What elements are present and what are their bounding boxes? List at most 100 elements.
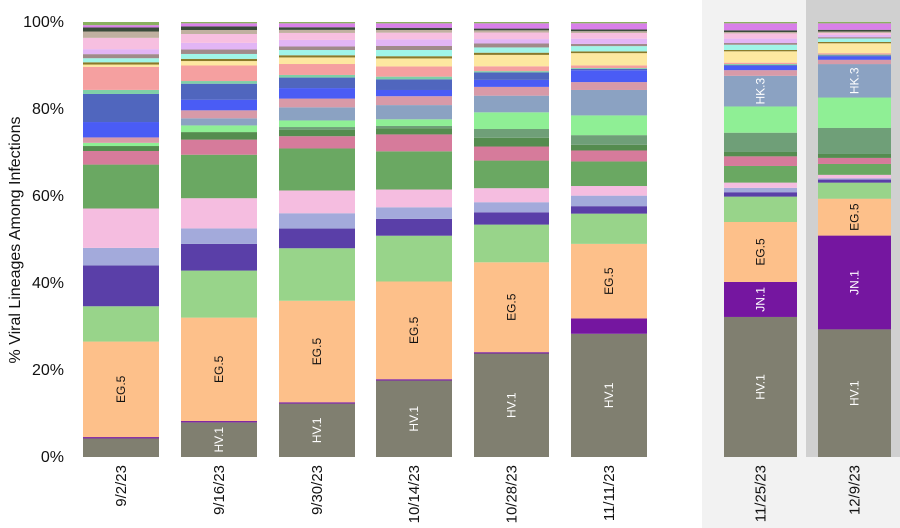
segment-series-25	[279, 27, 355, 30]
segment-series-11	[181, 125, 257, 133]
segment-series-15	[83, 93, 159, 123]
segment-series-13	[83, 137, 159, 143]
segment-series-16	[818, 54, 891, 56]
x-tick-label: 11/25/23	[753, 465, 770, 522]
segment-series-25	[724, 30, 797, 33]
y-axis-label: % Viral Lineages Among Infections	[7, 117, 24, 364]
segment-series-9	[474, 137, 549, 147]
segment-series-11	[474, 112, 549, 129]
segment-series-14	[818, 56, 891, 60]
segment-series-6	[724, 182, 797, 188]
segment-series-19	[818, 41, 891, 44]
segment-series-15	[571, 68, 647, 71]
segment-series-17	[724, 62, 797, 65]
segment-series-18	[724, 51, 797, 63]
segment-series-5	[83, 247, 159, 266]
segment-series-21	[83, 54, 159, 59]
segment-series-27	[724, 22, 797, 24]
segment-series-3	[724, 196, 797, 222]
segment-series-10	[279, 127, 355, 130]
segment-eg-5	[571, 243, 647, 319]
y-tick-label: 20%	[32, 362, 64, 379]
bar-9-30-23[interactable]: HV.1 EG.5	[279, 22, 355, 457]
segment-series-22	[83, 49, 159, 55]
segment-eg-5	[724, 221, 797, 282]
segment-series-22	[474, 39, 549, 44]
bar-11-25-23[interactable]: HV.1 JN.1 EG.5 HK.3	[724, 22, 797, 457]
x-tick-label: 10/14/23	[406, 465, 423, 523]
segment-series-24	[724, 32, 797, 34]
segment-series-16	[724, 64, 797, 65]
segment-series-20	[724, 44, 797, 51]
segment-series-15	[181, 83, 257, 100]
bar-9-16-23[interactable]: HV.1 EG.5	[181, 22, 257, 457]
segment-series-23	[181, 33, 257, 43]
segment-series-27	[474, 22, 549, 24]
segment-series-6	[818, 174, 891, 179]
segment-series-23	[571, 32, 647, 39]
segment-series-5	[181, 228, 257, 244]
segment-series-4	[571, 206, 647, 214]
segment-series-4	[818, 179, 891, 183]
segment-series-27	[279, 22, 355, 24]
segment-jn-1	[474, 352, 549, 354]
segment-series-5	[474, 202, 549, 213]
segment-series-25	[818, 29, 891, 32]
segment-hk-3	[818, 64, 891, 98]
segment-eg-5	[83, 341, 159, 438]
segment-series-24	[279, 29, 355, 33]
segment-series-4	[376, 218, 452, 236]
bar-11-11-23[interactable]: HV.1 EG.5	[571, 22, 647, 457]
segment-series-22	[571, 38, 647, 44]
segment-series-9	[83, 146, 159, 152]
segment-series-14	[279, 88, 355, 99]
segment-series-3	[376, 235, 452, 282]
segment-series-11	[818, 97, 891, 128]
segment-series-18	[474, 54, 549, 67]
segment-series-27	[83, 22, 159, 26]
segment-series-22	[376, 39, 452, 46]
segment-label: EG.5	[754, 238, 768, 266]
segment-series-7	[279, 148, 355, 191]
segment-series-21	[571, 43, 647, 47]
segment-series-24	[571, 31, 647, 33]
segment-series-21	[818, 37, 891, 39]
segment-eg-5	[376, 281, 452, 380]
segment-label: HK.3	[848, 67, 862, 94]
segment-hv-1	[376, 380, 452, 457]
segment-series-7	[474, 160, 549, 189]
segment-series-3	[83, 306, 159, 342]
segment-series-18	[818, 43, 891, 54]
segment-series-8	[724, 156, 797, 166]
segment-series-21	[376, 45, 452, 50]
segment-series-7	[818, 163, 891, 175]
segment-series-7	[724, 165, 797, 183]
y-axis-ticks: 0% 20% 40% 60% 80% 100%	[23, 14, 64, 466]
bar-9-2-23[interactable]: EG.5	[83, 22, 159, 457]
segment-series-27	[376, 22, 452, 24]
segment-label: HV.1	[505, 392, 519, 418]
segment-hk-3	[474, 95, 549, 113]
segment-series-19	[83, 62, 159, 65]
segment-series-4	[181, 243, 257, 271]
segment-jn-1	[376, 379, 452, 381]
x-tick-label: 9/16/23	[211, 465, 228, 515]
segment-series-7	[181, 154, 257, 199]
segment-series-14	[376, 89, 452, 97]
bar-10-14-23[interactable]: HV.1 EG.5	[376, 22, 452, 457]
segment-label: HV.1	[407, 406, 421, 432]
segment-eg-5	[181, 317, 257, 422]
segment-series-13	[181, 110, 257, 119]
segment-hk-3	[279, 107, 355, 121]
segment-series-3	[571, 213, 647, 244]
bar-12-9-23[interactable]: HV.1 JN.1 EG.5 HK.3	[818, 22, 891, 457]
segment-series-13	[474, 86, 549, 96]
segment-series-15	[474, 72, 549, 80]
segment-series-3	[474, 224, 549, 263]
bar-10-28-23[interactable]: HV.1 EG.5	[474, 22, 549, 457]
segment-label: JN.1	[848, 270, 862, 295]
segment-label: HV.1	[848, 380, 862, 406]
segment-series-16	[571, 68, 647, 69]
segment-series-8	[83, 151, 159, 165]
